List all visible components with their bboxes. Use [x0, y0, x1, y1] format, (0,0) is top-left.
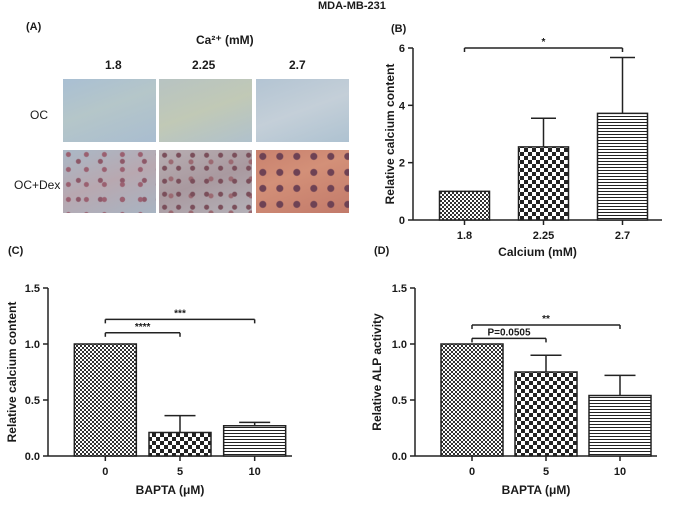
- panel-a-conc-1: 1.8: [105, 58, 122, 72]
- x-axis-label: BAPTA (μM): [502, 483, 571, 497]
- bar-0: [440, 343, 504, 457]
- y-tick-label: 0.0: [25, 451, 40, 463]
- panel-b-label: (B): [391, 23, 407, 35]
- bar-5: [514, 371, 578, 457]
- panel-a-header: Ca²⁺ (mM): [196, 33, 254, 47]
- bar-10: [588, 394, 652, 457]
- significance-label: *: [542, 37, 546, 48]
- chart-b: 0 2 4 6 1.8 2.25 2.7 * Calcium (mM) Relative calc…: [383, 37, 662, 259]
- bar-10: [222, 425, 287, 457]
- y-tick-label: 0.0: [392, 451, 407, 463]
- panel-c-label: (C): [8, 245, 24, 257]
- x-tick-label: 10: [614, 466, 626, 478]
- micrograph-ocdex-1-8: [63, 150, 156, 213]
- x-tick-label: 0: [102, 466, 108, 478]
- x-axis-label: BAPTA (μM): [136, 483, 205, 497]
- x-tick-label: 2.25: [533, 230, 554, 242]
- y-tick-label: 4: [399, 100, 406, 112]
- bar-2-7: [596, 112, 649, 221]
- y-tick-label: 1.0: [392, 339, 407, 351]
- micrograph-oc-2-7: [256, 79, 349, 142]
- panel-d-label: (D): [374, 245, 390, 257]
- panel-a-conc-3: 2.7: [289, 58, 306, 72]
- significance-label: **: [542, 314, 550, 325]
- x-axis-label: Calcium (mM): [498, 245, 577, 259]
- significance-label: ***: [174, 308, 186, 319]
- y-axis-label: Relative ALP activity: [370, 313, 384, 431]
- y-axis-label: Relative calcium content: [5, 302, 19, 443]
- y-tick-label: 1.5: [392, 283, 407, 295]
- panel-a-label: (A): [26, 21, 42, 33]
- panel-a-row-oc: OC: [30, 108, 48, 122]
- y-tick-label: 1.0: [25, 339, 40, 351]
- y-tick-label: 2: [399, 158, 405, 170]
- significance-label: ****: [135, 322, 151, 333]
- y-tick-label: 0.5: [25, 395, 40, 407]
- y-tick-label: 0: [399, 215, 405, 227]
- chart-c: 0.00.51.01.50 5 10*******BAPTA (μM)Relativ…: [5, 283, 292, 497]
- micrograph-ocdex-2-25: [159, 150, 252, 213]
- y-tick-label: 0.5: [392, 395, 407, 407]
- bar-1-8: [438, 190, 491, 221]
- x-tick-label: 5: [177, 466, 183, 478]
- micrograph-ocdex-2-7: [256, 150, 349, 213]
- x-tick-label: 1.8: [457, 230, 472, 242]
- x-tick-label: 2.7: [615, 230, 630, 242]
- y-tick-label: 1.5: [25, 283, 40, 295]
- x-tick-label: 5: [543, 466, 549, 478]
- x-tick-label: 0: [469, 466, 475, 478]
- y-tick-label: 6: [399, 43, 405, 55]
- bar-2-25: [517, 146, 570, 221]
- bar-0: [73, 343, 138, 457]
- figure-title: MDA-MB-231: [318, 0, 386, 12]
- micrograph-oc-2-25: [159, 79, 252, 142]
- panel-a-conc-2: 2.25: [192, 58, 216, 72]
- bar-5: [148, 431, 212, 457]
- micrograph-oc-1-8: [63, 79, 156, 142]
- x-tick-label: 10: [249, 466, 261, 478]
- significance-label: P=0.0505: [487, 327, 531, 338]
- panel-a-row-ocdex: OC+Dex: [14, 178, 61, 192]
- chart-d: 0.0 0.5 1.0 1.5 0 5 10 P=0.0505 ** BAPTA (μM) Rela…: [370, 283, 657, 497]
- y-axis-label: Relative calcium content: [383, 64, 397, 205]
